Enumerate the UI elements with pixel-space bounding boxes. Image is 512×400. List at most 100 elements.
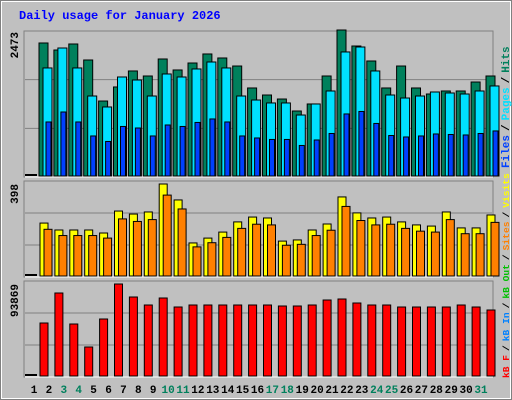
bar — [292, 305, 302, 377]
legend-separator: / — [501, 212, 512, 218]
x-tick-label: 6 — [105, 385, 112, 397]
legend-separator: / — [501, 124, 512, 131]
bar — [45, 121, 52, 177]
bar — [462, 134, 469, 177]
bar — [283, 138, 290, 177]
x-tick-label: 24 — [370, 385, 384, 397]
bar — [471, 306, 481, 377]
legend-entry: Hits — [501, 46, 512, 72]
bar — [188, 304, 198, 377]
x-tick-label: 8 — [135, 385, 142, 397]
bar — [222, 236, 232, 277]
x-tick-label: 29 — [445, 385, 458, 397]
y-tick-label: 93869 — [10, 284, 22, 317]
legend-separator: / — [501, 254, 512, 260]
y-tick-label: 2473 — [10, 32, 22, 59]
bar — [382, 304, 392, 377]
bar — [337, 298, 347, 377]
bar — [477, 132, 484, 177]
legend: Files / Pages / Hits — [501, 46, 512, 168]
bar — [343, 113, 350, 177]
x-tick-label: 27 — [415, 385, 428, 397]
bar — [224, 121, 231, 177]
bar — [328, 132, 335, 177]
bar — [237, 227, 247, 277]
bar — [218, 304, 228, 377]
bar — [296, 243, 306, 277]
x-tick-label: 4 — [75, 385, 82, 397]
bar — [158, 297, 168, 377]
x-tick-label: 16 — [251, 385, 264, 397]
x-tick-label: 12 — [191, 385, 204, 397]
bar — [322, 299, 332, 377]
x-tick-label: 11 — [176, 385, 190, 397]
x-tick-label: 13 — [206, 385, 220, 397]
bar — [367, 304, 377, 377]
bar — [326, 229, 336, 277]
bar — [475, 233, 485, 277]
bar — [432, 133, 439, 177]
bar — [120, 125, 126, 177]
bar — [84, 346, 94, 377]
x-tick-label: 22 — [340, 385, 353, 397]
bar — [307, 304, 317, 377]
bar — [298, 144, 305, 177]
bar — [209, 118, 216, 177]
bar — [88, 235, 98, 277]
legend-entry: kB Out — [501, 264, 512, 299]
legend-separator: / — [501, 302, 512, 308]
bar — [39, 322, 49, 377]
x-tick-label: 9 — [150, 385, 157, 397]
bar — [492, 130, 499, 177]
bar — [456, 304, 466, 377]
bar — [147, 219, 157, 277]
bar — [418, 135, 424, 177]
x-tick-label: 14 — [221, 385, 235, 397]
bar — [162, 194, 172, 277]
bar — [69, 323, 79, 377]
bar — [447, 133, 454, 177]
bar — [43, 228, 53, 277]
bar — [388, 135, 395, 177]
bar — [73, 235, 83, 277]
bar — [341, 205, 351, 277]
bar — [143, 304, 153, 377]
legend-entry: Visits — [501, 173, 512, 208]
bar — [252, 223, 262, 277]
chart-title: Daily usage for January 2026 — [19, 9, 221, 23]
x-tick-label: 1 — [31, 385, 38, 397]
legend-separator: / — [501, 345, 512, 351]
bar — [177, 208, 187, 277]
x-tick-label: 18 — [281, 385, 295, 397]
bar — [269, 138, 275, 177]
legend-entry: Files — [501, 135, 512, 168]
legend: kB F / kB In / kB Out / Sites / Visits — [501, 173, 512, 378]
bar — [179, 125, 186, 177]
x-tick-label: 30 — [459, 385, 472, 397]
bar — [54, 292, 64, 377]
bar — [263, 304, 272, 377]
x-tick-label: 3 — [60, 385, 67, 397]
x-tick-label: 7 — [120, 385, 127, 397]
x-tick-label: 31 — [474, 385, 488, 397]
bar — [371, 224, 381, 277]
bar — [192, 246, 202, 277]
x-tick-label: 20 — [310, 385, 323, 397]
bar — [386, 223, 396, 277]
bar — [132, 220, 142, 277]
bar — [445, 219, 455, 277]
bar — [118, 218, 127, 277]
bar — [412, 306, 421, 377]
legend-entry: Sites — [501, 221, 512, 250]
bar — [397, 306, 407, 377]
legend-entry: kB In — [501, 312, 512, 341]
bar — [207, 242, 217, 277]
bar — [103, 237, 113, 277]
legend-entry: Pages — [501, 87, 512, 120]
bar — [194, 121, 201, 177]
bar — [416, 230, 425, 277]
y-tick-label: 398 — [10, 184, 22, 204]
x-tick-label: 26 — [400, 385, 413, 397]
bar — [99, 318, 109, 377]
